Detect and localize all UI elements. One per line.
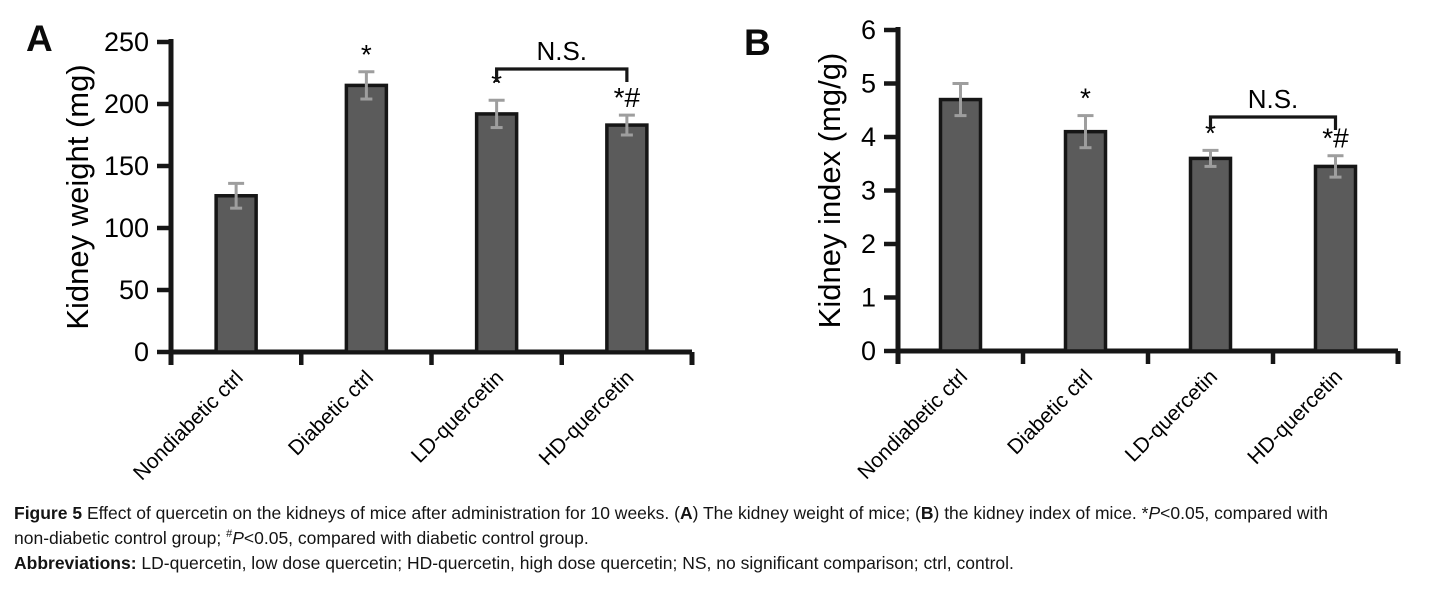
y-tick-label: 2	[861, 229, 876, 259]
x-category-label: Nondiabetic ctrl	[853, 365, 972, 484]
ns-bracket	[495, 67, 629, 82]
x-category-label: Nondiabetic ctrl	[129, 366, 248, 485]
y-axis-title: Kidney weight (mg)	[60, 64, 95, 329]
bar	[938, 97, 983, 353]
significance-marker: *	[361, 39, 372, 70]
y-tick-label: 6	[861, 15, 876, 45]
bar	[1188, 156, 1233, 353]
significance-marker: *	[1205, 117, 1216, 148]
x-category-label: LD-quercetin	[1121, 365, 1222, 466]
x-category-label: Diabetic ctrl	[1003, 365, 1097, 459]
bar	[1313, 164, 1358, 353]
caption-main-text: Figure 5 Effect of quercetin on the kidn…	[14, 501, 1426, 551]
caption-run: ) The kidney weight of mice; (	[692, 503, 921, 523]
caption-run: LD-quercetin, low dose quercetin; HD-que…	[136, 553, 1014, 573]
caption-run: Figure 5	[14, 503, 83, 523]
y-tick-label: 50	[119, 275, 149, 305]
panel-a-label: A	[26, 18, 53, 59]
significance-marker: *	[491, 67, 502, 98]
caption-run: non-diabetic control group;	[14, 528, 227, 548]
caption-run: ) the kidney index of mice. *	[933, 503, 1149, 523]
y-tick-label: 1	[861, 283, 876, 313]
y-tick-label: 3	[861, 176, 876, 206]
y-tick-label: 100	[104, 213, 149, 243]
caption-run: Effect of quercetin on the kidneys of mi…	[82, 503, 680, 523]
significance-marker: *	[1080, 83, 1091, 114]
ns-label: N.S.	[536, 36, 587, 66]
figure-caption: Figure 5 Effect of quercetin on the kidn…	[14, 501, 1426, 576]
caption-run: <0.05, compared with	[1160, 503, 1328, 523]
y-tick-label: 0	[134, 337, 149, 367]
y-tick-label: 0	[861, 336, 876, 366]
caption-run: B	[920, 503, 934, 523]
bar	[605, 123, 649, 354]
significance-marker: *#	[614, 82, 641, 113]
y-axis-title: Kidney index (mg/g)	[812, 53, 847, 329]
caption-abbreviations: Abbreviations: LD-quercetin, low dose qu…	[14, 551, 1426, 576]
caption-run: A	[679, 503, 693, 523]
y-tick-label: 200	[104, 89, 149, 119]
figure-panel: 0 50 100 150 200 250 Kidney weight (mg) Nondiab…	[26, 15, 1401, 485]
caption-run: <0.05, compared with diabetic control gr…	[243, 528, 589, 548]
ns-label: N.S.	[1248, 84, 1299, 114]
bar	[344, 83, 389, 354]
bar	[1063, 129, 1108, 353]
caption-run: P	[1148, 503, 1161, 523]
bar	[474, 112, 519, 354]
caption-run: Abbreviations:	[14, 553, 137, 573]
y-tick-label: 150	[104, 151, 149, 181]
x-category-label: HD-quercetin	[535, 366, 639, 470]
y-tick-label: 5	[861, 69, 876, 99]
caption-run: P	[232, 528, 244, 548]
y-tick-label: 4	[861, 122, 876, 152]
y-tick-label: 250	[104, 27, 149, 57]
x-category-label: Diabetic ctrl	[284, 366, 378, 460]
bar	[214, 194, 258, 354]
panel-b-label: B	[744, 22, 771, 63]
x-category-label: HD-quercetin	[1243, 365, 1347, 469]
x-category-label: LD-quercetin	[407, 366, 508, 467]
ns-bracket	[1208, 115, 1338, 130]
caption-run: #	[226, 528, 233, 541]
